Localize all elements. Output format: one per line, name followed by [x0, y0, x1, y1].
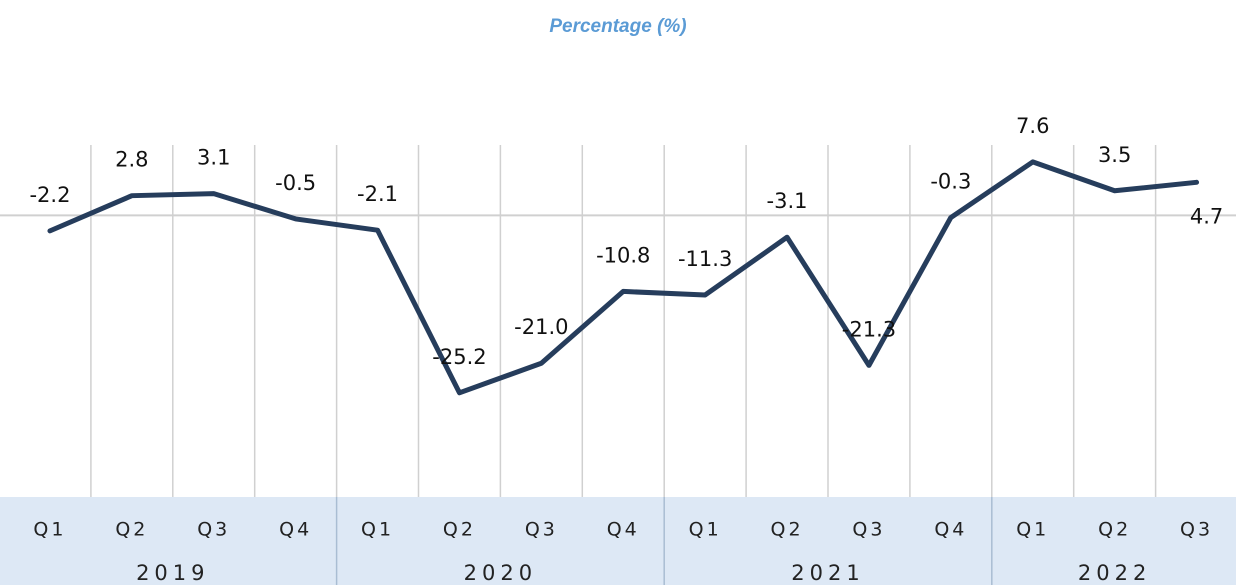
data-label: -11.3 — [678, 247, 732, 271]
x-tick-label: Q4 — [279, 519, 312, 541]
data-line — [47, 159, 1200, 396]
data-label: -3.1 — [767, 189, 808, 213]
data-label: -2.2 — [29, 183, 70, 207]
x-tick-label: Q2 — [771, 519, 804, 541]
x-tick-label: Q1 — [361, 519, 394, 541]
data-label: -0.3 — [930, 170, 971, 194]
x-tick-label: Q2 — [443, 519, 476, 541]
x-tick-label: Q1 — [689, 519, 722, 541]
x-tick-label: Q4 — [607, 519, 640, 541]
data-label: -21.3 — [842, 317, 896, 341]
year-label: 2020 — [464, 561, 537, 585]
data-label: 3.5 — [1098, 143, 1131, 167]
data-label: 3.1 — [197, 146, 230, 170]
chart-title: Percentage (%) — [549, 16, 686, 37]
x-tick-label: Q3 — [525, 519, 558, 541]
x-tick-label: Q4 — [934, 519, 967, 541]
x-tick-label: Q3 — [1180, 519, 1213, 541]
year-label: 2022 — [1078, 561, 1151, 585]
data-label: -25.2 — [432, 345, 486, 369]
x-tick-label: Q3 — [197, 519, 230, 541]
data-label: -0.5 — [275, 171, 316, 195]
data-label: -10.8 — [596, 243, 650, 267]
x-tick-label: Q1 — [1016, 519, 1049, 541]
year-label: 2021 — [791, 561, 864, 585]
data-label: -21.0 — [514, 315, 568, 339]
axis-band — [0, 497, 1236, 585]
x-tick-label: Q1 — [33, 519, 66, 541]
year-label: 2019 — [136, 561, 209, 585]
x-tick-label: Q3 — [852, 519, 885, 541]
data-label: -2.1 — [357, 182, 398, 206]
data-label: 2.8 — [115, 148, 148, 172]
x-tick-label: Q2 — [1098, 519, 1131, 541]
data-label: 7.6 — [1016, 114, 1049, 138]
x-tick-label: Q2 — [115, 519, 148, 541]
data-label: 4.7 — [1190, 204, 1223, 228]
